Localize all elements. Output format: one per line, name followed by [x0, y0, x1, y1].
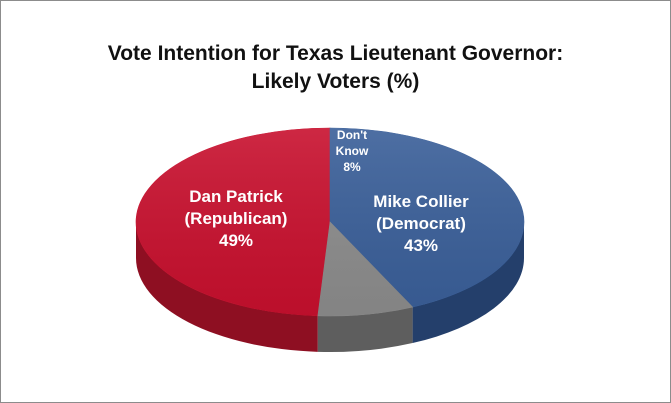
slice-label-don-t-know-line-2: Know [336, 144, 369, 158]
pie-side-mike-collier-democrat [412, 222, 524, 344]
slice-label-don-t-know-line-1: Don't [337, 128, 367, 142]
pie-side-dan-patrick-republican [136, 222, 318, 352]
slice-label-dan-patrick-republican: Dan Patrick (Republican) 49% [185, 187, 288, 250]
pie-sides [136, 222, 524, 352]
pie-tops [135, 127, 525, 317]
pie-side-don-t-know [317, 307, 413, 352]
slice-label-mike-collier-democrat-line-1: Mike Collier [373, 192, 469, 211]
pie-sheen [136, 128, 524, 316]
slice-label-don-t-know-line-3: 8% [343, 160, 361, 174]
slice-label-dan-patrick-republican-line-3: 49% [219, 231, 253, 250]
slice-label-don-t-know: Don't Know 8% [336, 128, 369, 174]
slice-label-mike-collier-democrat-line-3: 43% [404, 236, 438, 255]
pie-labels: Dan Patrick (Republican) 49% Mike Collier (D… [185, 128, 470, 255]
chart-title-line-1: Vote Intention for Texas Lieutenant Gove… [107, 42, 564, 65]
chart-title-line-2: Likely Voters (%) [251, 70, 420, 93]
chart-title: Vote Intention for Texas Lieutenant Gove… [0, 40, 671, 96]
slice-label-dan-patrick-republican-line-2: (Republican) [185, 209, 288, 228]
slice-label-mike-collier-democrat: Mike Collier (Democrat) 43% [373, 192, 469, 255]
slice-label-mike-collier-democrat-line-2: (Democrat) [376, 214, 466, 233]
slice-label-dan-patrick-republican-line-1: Dan Patrick [189, 187, 283, 206]
